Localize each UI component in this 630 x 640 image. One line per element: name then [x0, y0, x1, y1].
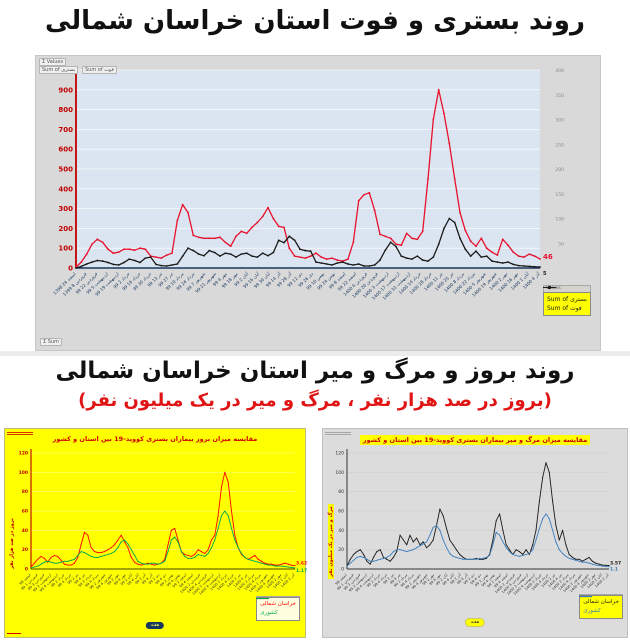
svg-text:150: 150: [555, 192, 564, 198]
section-divider: [0, 351, 630, 356]
legend-item-country: کشوری: [579, 595, 619, 616]
svg-text:100: 100: [555, 217, 564, 223]
pivot-field-button-death[interactable]: Sum of فوت: [82, 66, 117, 74]
toolbar-artifact: [325, 431, 351, 436]
legend-field-button[interactable]: Values: [543, 285, 591, 292]
svg-text:0: 0: [341, 567, 344, 573]
svg-text:1.17: 1.17: [296, 568, 307, 574]
mortality-y-axis-label: مرگ و میر در یک میلیون نفر: [328, 504, 334, 579]
mortality-chart-title: مقایسه میزان مرگ و میر بیماران بستری کوو…: [359, 435, 591, 445]
legend-item-country: کشوری: [256, 597, 296, 618]
svg-text:800: 800: [58, 106, 73, 114]
hospital-death-chart: 0100200300400500600700800900100040035030…: [52, 66, 564, 301]
svg-text:0: 0: [25, 567, 28, 573]
svg-text:100: 100: [335, 470, 344, 476]
pivot-values-button[interactable]: Σ Values: [39, 58, 67, 66]
incidence-chart-panel: 0 20 40 60 80 100 120 98 اسفند 99 فروردین 1 99 فر…: [4, 428, 307, 638]
svg-text:900: 900: [58, 86, 73, 94]
svg-text:80: 80: [22, 489, 28, 495]
svg-text:500: 500: [58, 165, 73, 173]
mortality-legend[interactable]: خراسان شمالی کشوری: [579, 594, 623, 619]
svg-text:0: 0: [68, 264, 73, 272]
svg-text:120: 120: [335, 451, 344, 457]
svg-text:60: 60: [22, 509, 28, 515]
legend-header-strip: [256, 596, 300, 597]
toolbar-artifact: [7, 431, 33, 436]
legend-label: خراسان شمالی: [260, 601, 296, 607]
svg-text:3.62: 3.62: [296, 561, 307, 567]
pivot-field-button-hospitalized[interactable]: Sum of بستری: [39, 66, 79, 74]
svg-text:120: 120: [19, 451, 28, 457]
mortality-chart-panel: 0 20 40 60 80 100 120 98 اسفند 99 فروردین 1 99 فر…: [322, 428, 628, 638]
page-title-hospital-death: روند بستری و فوت استان خراسان شمالی: [45, 6, 585, 36]
svg-text:400: 400: [555, 68, 564, 74]
hospital-death-chart-panel: 0100200300400500600700800900100040035030…: [35, 55, 601, 351]
svg-text:1.1: 1.1: [610, 567, 618, 573]
corner-artifact: [7, 632, 21, 635]
svg-text:5: 5: [543, 271, 547, 277]
legend-item-death: Sum of فوت: [543, 285, 587, 313]
svg-text:20: 20: [22, 547, 28, 553]
svg-text:400: 400: [58, 185, 73, 193]
svg-text:100: 100: [19, 470, 28, 476]
legend-item-hospitalized: Sum of بستری: [543, 285, 587, 304]
page-subtitle-units: (بروز در صد هزار نفر ، مرگ و میر در یک م…: [78, 390, 552, 411]
legend-label: خراسان شمالی: [583, 599, 619, 605]
incidence-chart-title: مقایسه میزان بروز بیماران بستری کووید-19…: [52, 435, 258, 443]
svg-text:600: 600: [58, 146, 73, 154]
svg-text:300: 300: [555, 118, 564, 124]
week-axis-badge: هفته: [464, 618, 486, 627]
legend-item-province: خراسان شمالی: [256, 597, 296, 609]
svg-text:20: 20: [338, 547, 344, 553]
svg-text:300: 300: [58, 205, 73, 213]
svg-text:200: 200: [555, 167, 564, 173]
svg-text:60: 60: [338, 509, 344, 515]
legend-header-strip: [579, 594, 623, 595]
legend-label: Sum of فوت: [547, 305, 582, 312]
svg-text:40: 40: [22, 528, 28, 534]
legend-label: کشوری: [583, 608, 601, 614]
incidence-legend[interactable]: خراسان شمالی کشوری: [256, 596, 300, 621]
svg-text:40: 40: [338, 528, 344, 534]
svg-text:50: 50: [558, 241, 564, 247]
legend-label: کشوری: [260, 610, 278, 616]
svg-text:46: 46: [543, 253, 553, 261]
blue-line-marker-icon: [579, 595, 593, 598]
week-axis-badge: هفته: [145, 622, 165, 629]
mortality-chart-title-wrap: مقایسه میزان مرگ و میر بیماران بستری کوو…: [323, 435, 627, 445]
svg-text:100: 100: [58, 245, 73, 253]
svg-text:250: 250: [555, 142, 564, 148]
incidence-y-axis-label: بروز در صد هزار نفر: [9, 518, 15, 569]
pivot-sum-button[interactable]: Σ Sum: [40, 338, 62, 346]
svg-text:80: 80: [338, 489, 344, 495]
legend-item-province: خراسان شمالی: [579, 595, 619, 607]
svg-text:700: 700: [58, 126, 73, 134]
black-line-marker-icon: [543, 285, 556, 290]
legend-label: Sum of بستری: [547, 296, 587, 303]
top-chart-legend[interactable]: Values Sum of بستری Sum of فوت: [543, 285, 591, 316]
svg-text:3.57: 3.57: [610, 561, 621, 567]
svg-text:350: 350: [555, 93, 564, 99]
page-title-incidence-mortality: روند بروز و مرگ و میر استان خراسان شمالی: [55, 358, 575, 384]
svg-text:200: 200: [58, 225, 73, 233]
green-line-marker-icon: [256, 597, 270, 600]
